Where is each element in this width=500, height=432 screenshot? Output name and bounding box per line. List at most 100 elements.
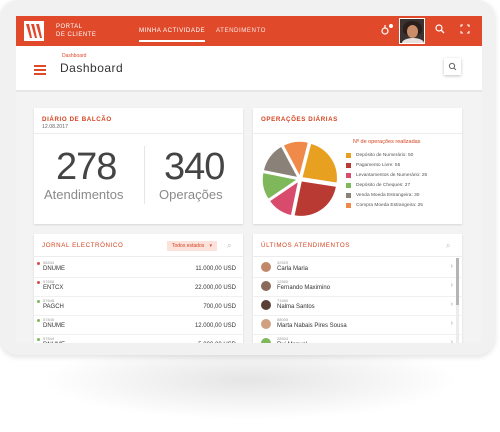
card-operacoes-diarias: OPERAÇÕES DIÁRIAS Nº de operações realiz… <box>253 108 462 224</box>
chevron-right-icon[interactable]: › <box>450 263 453 270</box>
legend-swatch <box>346 203 351 208</box>
row-amount: 700,00 USD <box>203 304 236 310</box>
row-code: 32520 <box>277 260 289 265</box>
list-scrollbar[interactable] <box>456 258 459 343</box>
list-item[interactable]: 71660 Nalma Santos › <box>253 296 463 316</box>
card-title: DIÁRIO DE BALCÃO <box>42 116 112 123</box>
pie-slice[interactable] <box>300 142 339 185</box>
brand-text: PORTAL DE CLIENTE <box>56 23 96 39</box>
legend-label: Levantamentos de Numerário: 26 <box>356 173 428 178</box>
list-item[interactable]: 12560 Fernando Maximino › <box>253 277 463 297</box>
card-diario-balcao: DIÁRIO DE BALCÃO 12.08.2017 278 Atendime… <box>34 108 243 224</box>
nav-minha-actividade[interactable]: MINHA ACTIVIDADE <box>139 27 206 42</box>
chevron-right-icon[interactable]: › <box>450 320 453 327</box>
legend-swatch <box>346 183 351 188</box>
client-name: Nalma Santos <box>277 304 315 310</box>
card-jornal-electronico: JORNAL ELECTRÓNICO Todos estados ▾ ⌕ 584… <box>34 234 244 343</box>
table-row[interactable]: 57648 PAGCH 700,00 USD <box>34 296 244 316</box>
operacoes-label: Operações <box>159 187 223 202</box>
card-ultimos-atendimentos: ÚLTIMOS ATENDIMENTOS ⌕ 32520 Carla Maria ›… <box>253 234 463 343</box>
card-divider <box>253 133 462 134</box>
legend-swatch <box>346 163 351 168</box>
chevron-down-icon: ▾ <box>209 243 212 249</box>
row-code: 12560 <box>277 279 289 284</box>
status-dot <box>37 300 40 303</box>
row-amount: 5.000,00 USD <box>198 342 236 343</box>
user-avatar[interactable] <box>399 18 425 44</box>
row-code: 57844 <box>43 336 55 341</box>
breadcrumb[interactable]: Dashboard <box>62 53 87 59</box>
chevron-right-icon[interactable]: › <box>450 282 453 289</box>
brand-line-1: PORTAL <box>56 24 83 30</box>
fullscreen-icon[interactable] <box>458 24 472 38</box>
scrollbar-thumb[interactable] <box>456 258 459 305</box>
search-icon[interactable] <box>433 24 447 38</box>
client-name: Rui Manuel <box>277 342 307 343</box>
atendimentos-label: Atendimentos <box>44 187 124 202</box>
table-row[interactable]: 57658 ENTCX 22.000,00 USD <box>34 277 244 297</box>
list-item[interactable]: 88005 Marta Nabais Pires Sousa › <box>253 315 463 335</box>
client-name: Fernando Maximino <box>277 285 331 291</box>
atendimentos-count: 278 <box>56 146 117 188</box>
operacoes-count: 340 <box>164 146 225 188</box>
row-amount: 22.000,00 USD <box>194 285 236 291</box>
avatar <box>261 319 271 329</box>
card-title: JORNAL ELECTRÓNICO <box>42 242 124 249</box>
card-title: ÚLTIMOS ATENDIMENTOS <box>261 242 351 249</box>
card-divider <box>253 256 462 257</box>
card-divider <box>34 256 243 257</box>
row-code: 58434 <box>43 260 55 265</box>
notification-icon[interactable] <box>378 24 392 38</box>
hamburger-icon[interactable] <box>34 65 46 77</box>
notification-badge <box>389 24 393 28</box>
status-dot <box>37 319 40 322</box>
card-title: OPERAÇÕES DIÁRIAS <box>261 116 338 123</box>
table-row[interactable]: 57845 DNUME 12.000,00 USD <box>34 315 244 335</box>
avatar <box>261 281 271 291</box>
stat-divider <box>144 146 145 204</box>
row-operation: DNUME <box>43 323 65 329</box>
legend-swatch <box>346 153 351 158</box>
chevron-right-icon[interactable]: › <box>450 301 453 308</box>
status-dot <box>37 262 40 265</box>
search-icon[interactable]: ⌕ <box>227 241 232 250</box>
legend-label: Depósito de Cheques: 27 <box>356 183 411 188</box>
top-navbar: PORTAL DE CLIENTE MINHA ACTIVIDADE ATEND… <box>16 16 482 46</box>
row-code: 57658 <box>43 279 55 284</box>
row-code: 88005 <box>277 317 289 322</box>
pie-slice[interactable] <box>281 140 310 180</box>
legend-label: Depósito de Numerário: 50 <box>356 153 414 158</box>
legend-label: Compra Moeda Estrangeira: 25 <box>356 203 423 208</box>
list-item[interactable]: 32520 Carla Maria › <box>253 258 463 278</box>
list-item[interactable]: 28504Rui Manuel › <box>253 334 463 343</box>
status-filter-dropdown[interactable]: Todos estados ▾ <box>167 241 217 251</box>
table-row[interactable]: 58434 DNUME 11.000,00 USD <box>34 258 244 278</box>
dropdown-value: Todos estados <box>172 243 205 249</box>
logo-icon <box>24 21 44 41</box>
row-code: 57648 <box>43 298 55 303</box>
page-header: Dashboard Dashboard <box>16 46 482 92</box>
client-name: Marta Nabais Pires Sousa <box>277 323 347 329</box>
pie-slice[interactable] <box>268 178 301 217</box>
nav-atendimento[interactable]: ATENDIMENTO <box>216 27 266 34</box>
pie-slice[interactable] <box>262 144 300 179</box>
page-title: Dashboard <box>60 61 124 75</box>
row-operation: DNUME <box>43 266 65 272</box>
row-amount: 12.000,00 USD <box>194 323 236 329</box>
status-dot <box>37 338 40 341</box>
page-search-button[interactable] <box>444 58 461 75</box>
row-code: 57845 <box>43 317 55 322</box>
tablet-frame: PORTAL DE CLIENTE MINHA ACTIVIDADE ATEND… <box>0 0 495 355</box>
chevron-right-icon[interactable]: › <box>450 339 453 343</box>
table-row[interactable]: 57844DNUME 5.000,00 USD <box>34 334 244 343</box>
avatar <box>261 262 271 272</box>
search-icon[interactable]: ⌕ <box>446 241 451 250</box>
row-operation: ENTCX <box>43 285 64 291</box>
avatar <box>261 300 271 310</box>
legend-title: Nº de operações realizadas <box>353 139 421 145</box>
pie-slice[interactable] <box>261 171 300 201</box>
app-screen: PORTAL DE CLIENTE MINHA ACTIVIDADE ATEND… <box>16 16 482 343</box>
row-operation: PAGCH <box>43 304 64 310</box>
row-amount: 11.000,00 USD <box>195 266 236 272</box>
pie-slice[interactable] <box>292 179 338 218</box>
